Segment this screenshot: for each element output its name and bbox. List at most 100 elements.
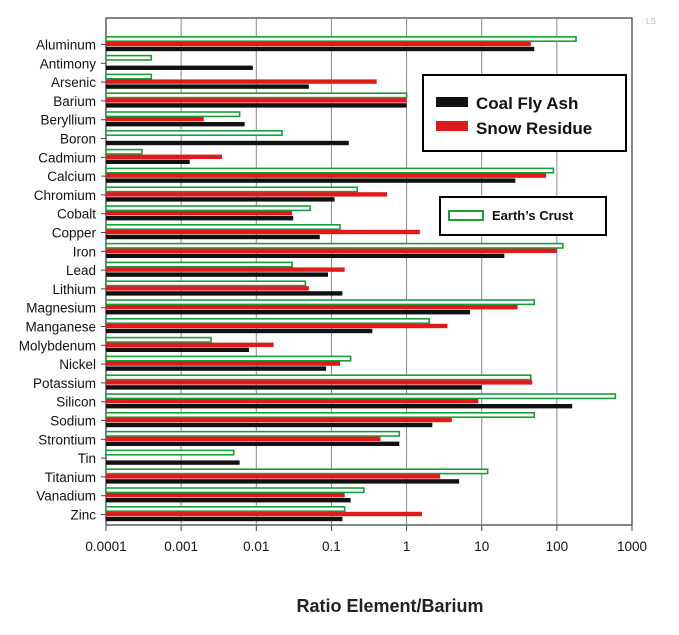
bar-earth-s-crust-boron	[105, 130, 283, 137]
bar-coal-fly-ash-cadmium	[106, 159, 190, 164]
bar-snow-residue-aluminum	[106, 41, 531, 47]
bar-coal-fly-ash-aluminum	[106, 46, 535, 52]
bar-earth-s-crust-magnesium	[105, 299, 536, 306]
bar-coal-fly-ash-barium	[106, 103, 407, 108]
legend-main-box	[422, 74, 627, 152]
bar-earth-s-crust-sodium	[105, 411, 536, 418]
x-tick-label-1: 1	[403, 539, 411, 554]
category-label-iron: Iron	[73, 244, 96, 259]
bar-coal-fly-ash-calcium	[106, 178, 516, 183]
category-label-arsenic: Arsenic	[51, 75, 96, 90]
x-tick-label-0-0001: 0.0001	[85, 539, 126, 554]
category-label-molybdenum: Molybdenum	[19, 338, 96, 353]
category-label-silicon: Silicon	[56, 395, 96, 410]
bar-coal-fly-ash-strontium	[106, 441, 400, 446]
category-label-strontium: Strontium	[38, 432, 96, 447]
bar-coal-fly-ash-titanium	[106, 479, 460, 484]
legend-swatch-snow-residue	[436, 121, 468, 131]
bar-earth-s-crust-silicon	[105, 393, 617, 400]
bar-earth-s-crust-manganese	[105, 317, 430, 324]
bars	[105, 35, 617, 522]
bar-earth-s-crust-copper	[105, 224, 341, 231]
bar-earth-s-crust-aluminum	[105, 35, 577, 42]
bar-earth-s-crust-strontium	[105, 430, 401, 437]
bar-coal-fly-ash-copper	[106, 234, 320, 240]
legend-label-snow-residue: Snow Residue	[476, 119, 592, 138]
bar-coal-fly-ash-cobalt	[106, 216, 294, 221]
bar-snow-residue-cobalt	[106, 211, 293, 216]
category-label-manganese: Manganese	[25, 320, 96, 335]
bar-snow-residue-sodium	[106, 417, 452, 423]
bar-earth-s-crust-arsenic	[105, 73, 153, 80]
bar-coal-fly-ash-manganese	[106, 328, 373, 334]
bar-earth-s-crust-antimony	[105, 54, 153, 61]
legend-label-earths-crust: Earth’s Crust	[492, 208, 574, 223]
x-tick-label-100: 100	[546, 539, 569, 554]
bar-coal-fly-ash-beryllium	[106, 122, 245, 127]
legend-label-coal-fly-ash: Coal Fly Ash	[476, 94, 578, 113]
bar-coal-fly-ash-zinc	[106, 516, 343, 522]
category-labels: Aluminum Antimony Arsenic Barium Beryllium Bo…	[19, 38, 106, 523]
bar-snow-residue-zinc	[106, 511, 422, 517]
x-tick-label-0-01: 0.01	[243, 539, 269, 554]
category-label-aluminum: Aluminum	[36, 38, 96, 53]
bar-earth-s-crust-nickel	[105, 355, 352, 362]
bar-snow-residue-manganese	[106, 323, 448, 329]
category-label-chromium: Chromium	[34, 188, 96, 203]
bar-coal-fly-ash-magnesium	[106, 310, 471, 315]
bar-earth-s-crust-cobalt	[105, 205, 311, 212]
x-tick-label-10: 10	[474, 539, 489, 554]
bar-coal-fly-ash-antimony	[106, 65, 253, 70]
bar-earth-s-crust-vanadium	[105, 487, 365, 494]
bar-coal-fly-ash-arsenic	[106, 84, 309, 89]
bar-snow-residue-copper	[106, 229, 420, 235]
bar-earth-s-crust-molybdenum	[105, 336, 212, 343]
category-label-copper: Copper	[52, 226, 97, 241]
category-label-barium: Barium	[53, 94, 96, 109]
bar-coal-fly-ash-lithium	[106, 291, 343, 296]
bar-coal-fly-ash-silicon	[106, 404, 573, 409]
x-tick-label-0-001: 0.001	[164, 539, 198, 554]
bar-coal-fly-ash-nickel	[106, 366, 327, 371]
bar-coal-fly-ash-boron	[106, 140, 349, 146]
category-label-nickel: Nickel	[59, 357, 96, 372]
bar-snow-residue-cadmium	[106, 154, 223, 159]
stray-mark: LS	[646, 17, 656, 26]
category-label-calcium: Calcium	[47, 169, 96, 184]
bar-earth-s-crust-iron	[105, 242, 564, 249]
category-label-lithium: Lithium	[52, 282, 96, 297]
bar-snow-residue-silicon	[106, 399, 479, 404]
bar-snow-residue-barium	[106, 98, 407, 103]
bar-snow-residue-calcium	[106, 173, 547, 178]
bar-snow-residue-iron	[106, 248, 557, 253]
x-tick-label-1000: 1000	[617, 539, 647, 554]
bar-snow-residue-beryllium	[106, 117, 204, 122]
category-label-zinc: Zinc	[70, 508, 96, 523]
bar-snow-residue-strontium	[106, 436, 381, 441]
legend-main: Coal Fly Ash Snow Residue	[422, 74, 627, 152]
legend-swatch-coal-fly-ash	[436, 97, 468, 107]
category-label-sodium: Sodium	[50, 414, 96, 429]
bar-coal-fly-ash-chromium	[106, 197, 335, 202]
bar-snow-residue-chromium	[106, 192, 388, 197]
bar-earth-s-crust-beryllium	[105, 111, 241, 118]
bar-snow-residue-titanium	[106, 474, 441, 479]
bar-snow-residue-molybdenum	[106, 342, 274, 347]
category-label-cobalt: Cobalt	[57, 207, 96, 222]
legend-secondary: Earth’s Crust	[439, 196, 607, 236]
category-label-magnesium: Magnesium	[26, 301, 96, 316]
bar-earth-s-crust-zinc	[105, 505, 346, 512]
category-label-tin: Tin	[78, 451, 96, 466]
category-label-antimony: Antimony	[40, 56, 97, 71]
category-label-potassium: Potassium	[33, 376, 96, 391]
legend-swatch-earths-crust	[448, 210, 484, 221]
x-tick-label-0-1: 0.1	[322, 539, 341, 554]
bar-earth-s-crust-titanium	[105, 468, 489, 475]
bar-snow-residue-nickel	[106, 361, 340, 366]
category-label-vanadium: Vanadium	[36, 489, 96, 504]
bar-coal-fly-ash-sodium	[106, 422, 433, 428]
bar-coal-fly-ash-molybdenum	[106, 347, 250, 352]
bar-snow-residue-lithium	[106, 286, 309, 291]
bar-snow-residue-arsenic	[106, 79, 377, 84]
